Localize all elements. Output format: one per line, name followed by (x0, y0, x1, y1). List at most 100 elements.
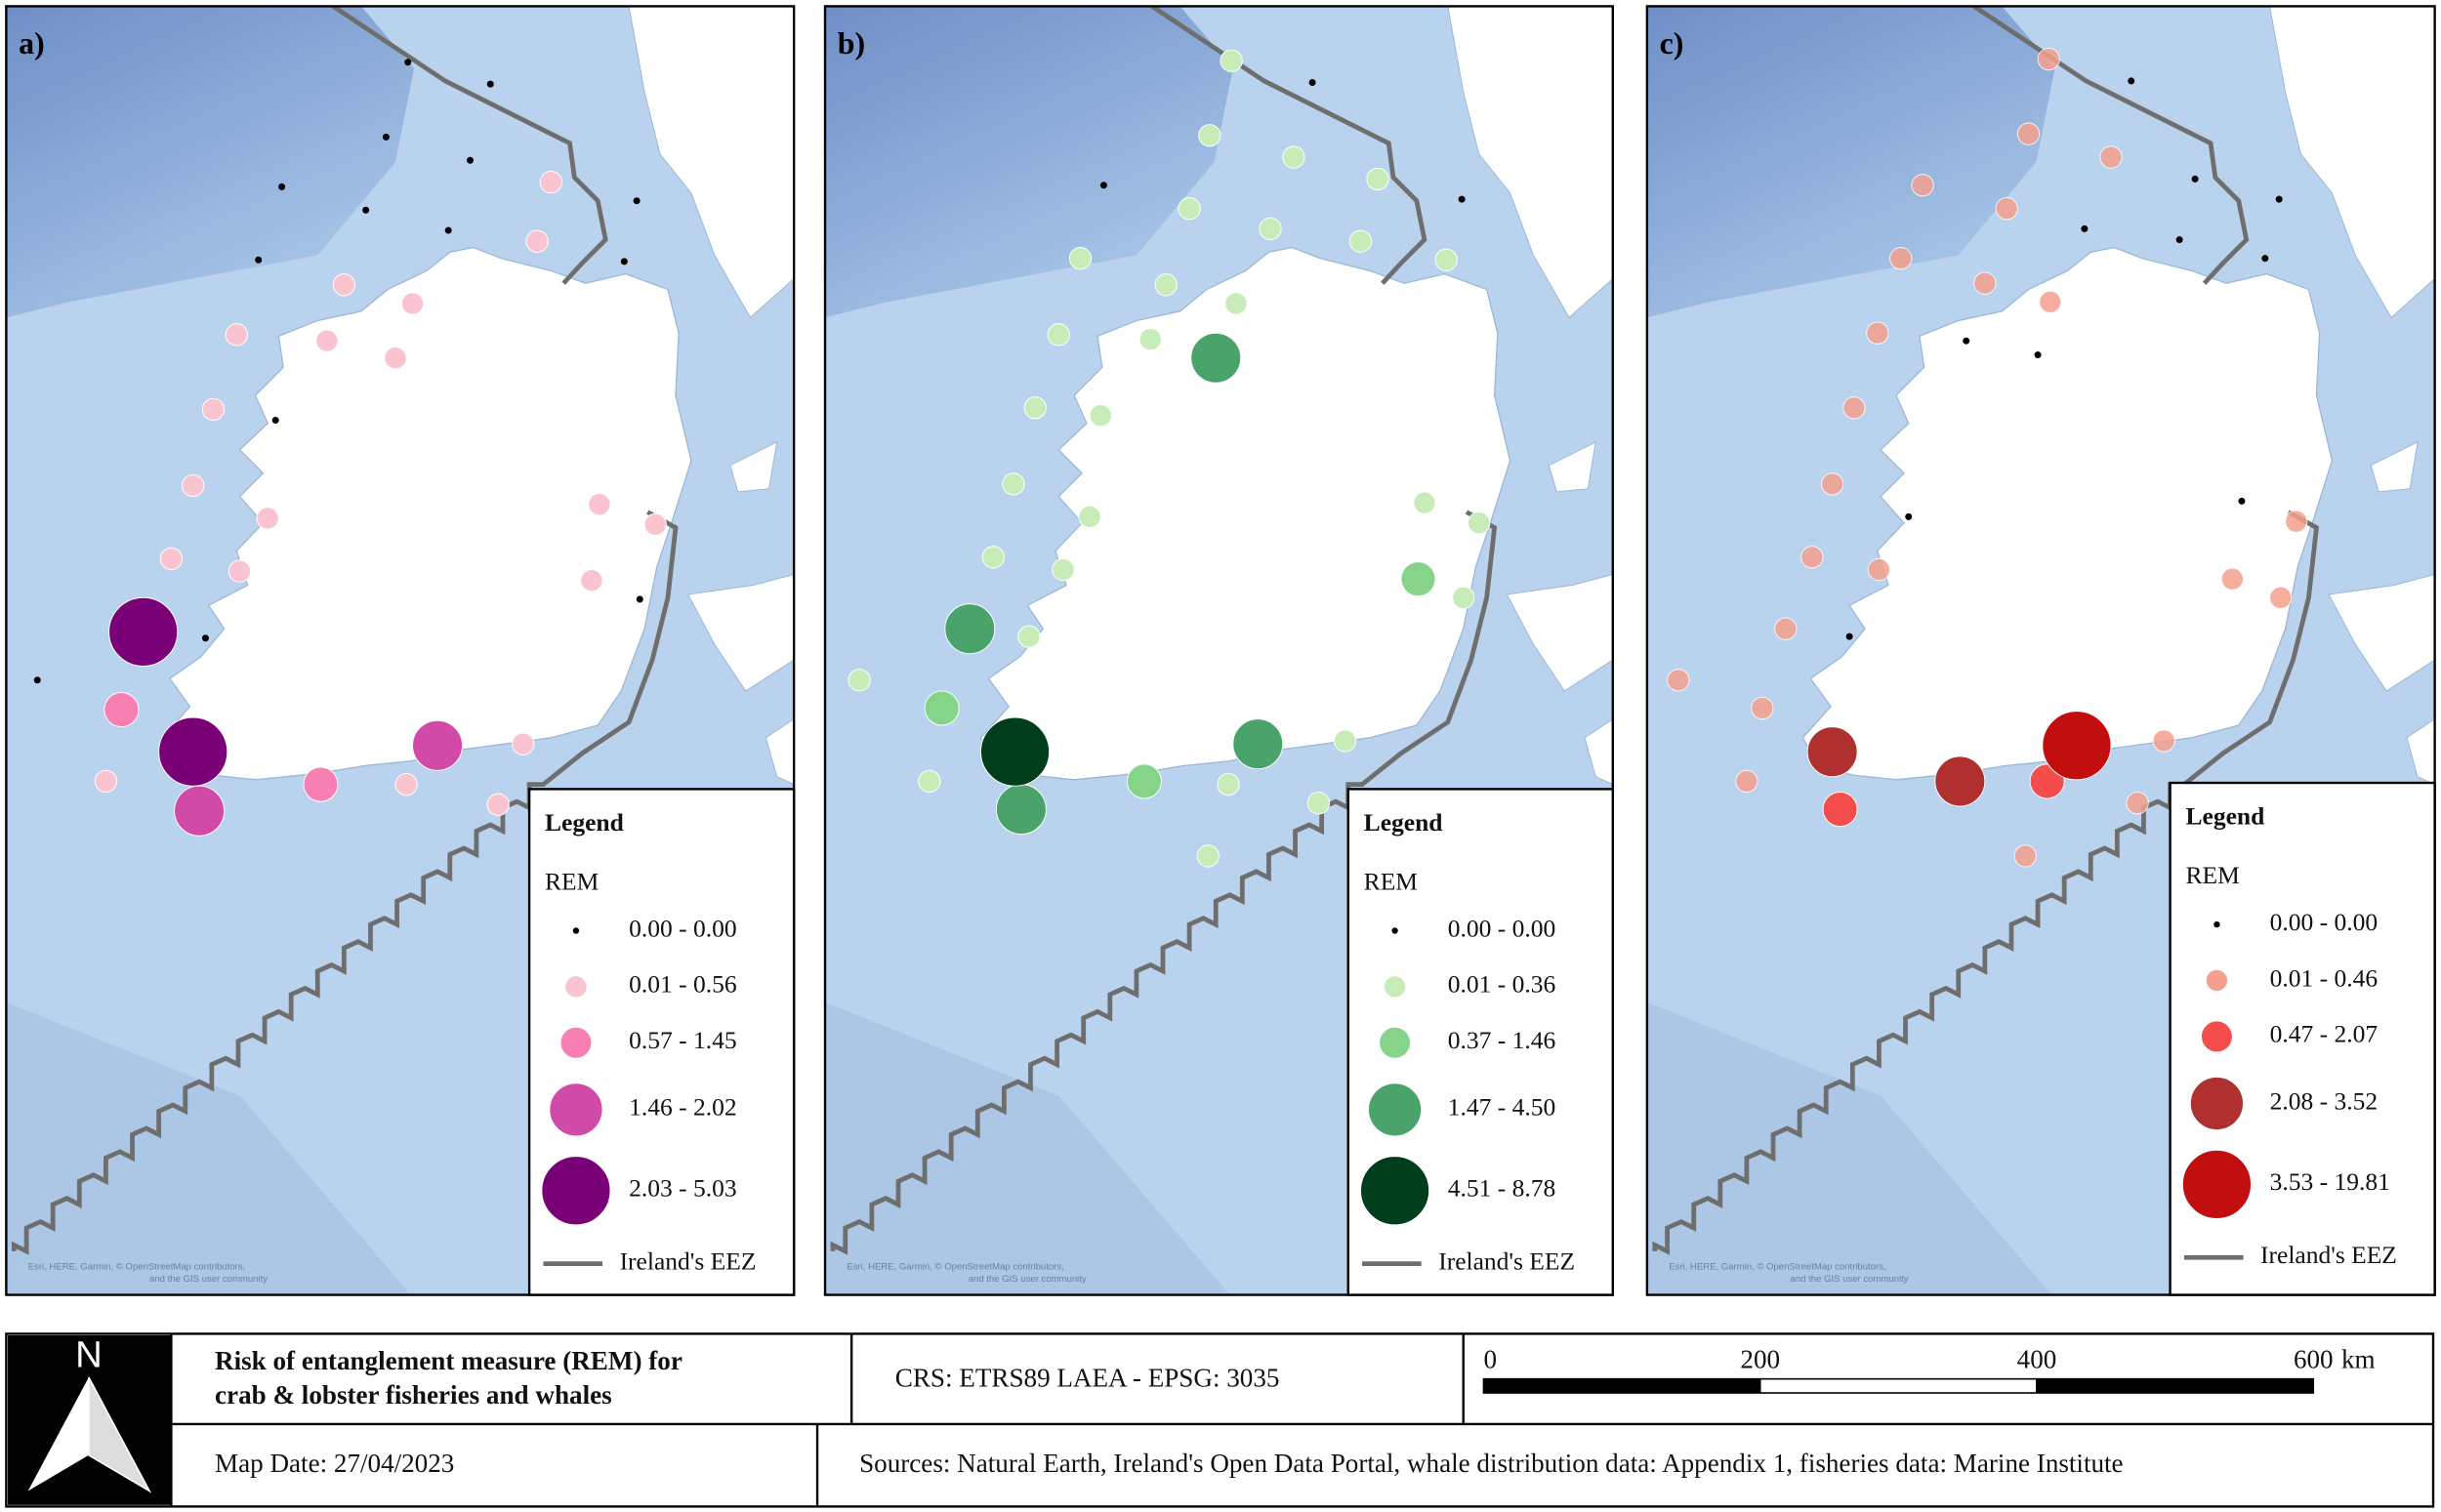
legend-label: Ireland's EEZ (1438, 1247, 1575, 1276)
rem-point (1973, 271, 1997, 295)
legend-symbol (572, 927, 580, 934)
legend-symbol (559, 1026, 593, 1059)
rem-point (2285, 510, 2308, 533)
legend-symbol (1367, 1083, 1423, 1137)
rem-point (103, 692, 140, 728)
legend-symbol (1379, 1026, 1411, 1059)
rem-point (924, 690, 960, 726)
rem-point (2275, 195, 2283, 203)
rem-point (512, 732, 535, 756)
attribution: Esri, HERE, Garmin, © OpenStreetMap cont… (28, 1261, 245, 1272)
rem-point (979, 716, 1051, 787)
rem-point (1413, 491, 1436, 514)
rem-point (1400, 561, 1436, 597)
scale-label: 600 (2294, 1344, 2334, 1373)
rem-point (1366, 167, 1389, 191)
legend-field: REM (2186, 861, 2240, 889)
legend-field: REM (545, 867, 599, 895)
rem-point (2099, 145, 2123, 169)
north-label: N (75, 1333, 103, 1375)
rem-point (1934, 756, 1986, 807)
crs: CRS: ETRS89 LAEA - EPSG: 3035 (895, 1363, 1280, 1392)
rem-point (400, 292, 425, 315)
attribution: Esri, HERE, Garmin, © OpenStreetMap cont… (847, 1261, 1063, 1272)
rem-point (2013, 844, 2037, 868)
map-panel: c) Esri, HERE, Garmin, © OpenStreetMap co… (1645, 5, 2436, 1296)
rem-point (1306, 792, 1331, 815)
rem-point (486, 80, 494, 88)
eez-line (1150, 6, 1427, 285)
map (825, 6, 1613, 1295)
rem-point (1068, 247, 1093, 270)
title-block: N Risk of entanglement measure (REM) for… (5, 1332, 2435, 1508)
rem-point (1822, 792, 1858, 828)
rem-point (332, 273, 355, 297)
legend-title: Legend (1364, 808, 1443, 837)
rem-point (412, 719, 464, 771)
legend-symbol (2200, 1020, 2233, 1053)
rem-point (1842, 396, 1866, 420)
legend-symbol (2181, 1149, 2252, 1219)
rem-point (182, 473, 205, 498)
rem-point (525, 229, 549, 253)
eez-line (830, 510, 1498, 1255)
rem-point (1911, 174, 1934, 197)
deep-water (825, 6, 1233, 318)
rem-point (1224, 292, 1248, 315)
map-title: crab & lobster fisheries and whales (215, 1380, 612, 1410)
rem-point (94, 769, 118, 794)
rem-point (995, 784, 1047, 836)
rem-point (1126, 763, 1162, 799)
scale-label: 200 (1740, 1344, 1780, 1373)
rem-point (2039, 290, 2062, 313)
legend-title: Legend (2186, 802, 2265, 831)
rem-point (158, 716, 228, 787)
legend-label: 2.03 - 5.03 (629, 1174, 737, 1203)
rem-point (466, 156, 475, 164)
rem-point (2152, 729, 2175, 753)
legend-label: 2.08 - 3.52 (2270, 1086, 2379, 1115)
eez-line (1652, 510, 2320, 1255)
rem-point (1995, 197, 2018, 221)
rem-point (108, 596, 179, 667)
legend-symbol (1360, 1156, 1430, 1226)
legend-label: 1.47 - 4.50 (1448, 1093, 1556, 1122)
attribution: Esri, HERE, Garmin, © OpenStreetMap cont… (1669, 1261, 1885, 1272)
scale-label: 0 (1483, 1344, 1497, 1373)
rem-point (1963, 337, 1970, 345)
legend-label: 0.01 - 0.46 (2270, 963, 2379, 992)
rem-point (2034, 351, 2042, 359)
legend-label: 0.37 - 1.46 (1448, 1026, 1556, 1054)
rem-point (1452, 586, 1475, 609)
rem-point (486, 793, 510, 816)
attribution: and the GIS user community (969, 1274, 1087, 1285)
legend-label: 4.51 - 8.78 (1448, 1174, 1556, 1203)
legend-label: 3.53 - 19.81 (2270, 1167, 2390, 1196)
scale-label: 400 (2017, 1344, 2057, 1373)
legend-label: 0.00 - 0.00 (629, 914, 737, 942)
abyssal (1646, 1001, 2052, 1295)
panel-label: a) (19, 26, 45, 61)
rem-point (1348, 229, 1373, 253)
panel-frame (823, 5, 1614, 1296)
rem-point (580, 569, 603, 593)
rem-point (201, 634, 209, 642)
sources: Sources: Natural Earth, Ireland's Open D… (859, 1449, 2124, 1478)
rem-point (2191, 175, 2199, 183)
rem-point (1138, 327, 1162, 351)
rem-point (1845, 633, 1853, 640)
rem-point (2175, 236, 2183, 244)
panel-frame (1645, 5, 2436, 1296)
legend-label: 0.01 - 0.36 (1448, 970, 1556, 999)
land (686, 573, 795, 692)
rem-point (918, 769, 941, 794)
rem-point (636, 595, 643, 603)
land (2269, 6, 2435, 319)
rem-point (1735, 769, 1758, 794)
rem-point (1017, 625, 1041, 648)
rem-point (643, 512, 667, 536)
rem-point (1667, 669, 1690, 692)
attribution: and the GIS user community (149, 1274, 268, 1285)
rem-point (1458, 195, 1466, 203)
rem-point (1806, 726, 1858, 778)
